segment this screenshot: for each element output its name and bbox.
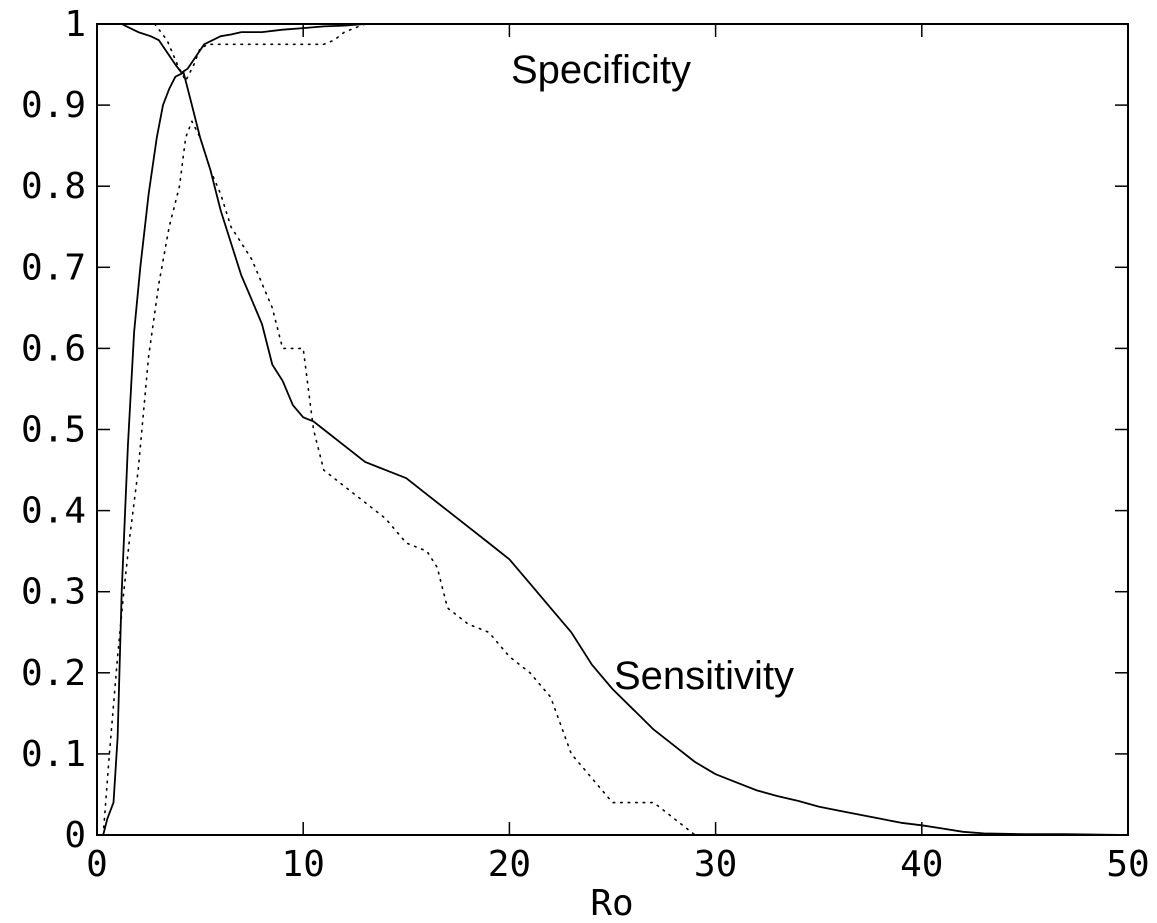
x-tick-label: 40 — [900, 844, 943, 885]
y-tick-label: 0.1 — [21, 734, 86, 775]
x-tick-label: 30 — [694, 844, 737, 885]
x-tick-label: 10 — [282, 844, 325, 885]
annotation-specificity: Specificity — [511, 48, 691, 92]
labels-layer: 0 10 20 30 40 50 0 0.1 0.2 0.3 0.4 0.5 0.6 0.7 0.8 0.9 1 — [21, 4, 1150, 885]
axis-ticks — [96, 23, 1129, 836]
series-layer — [102, 23, 1128, 836]
y-tick-label: 0.7 — [21, 247, 86, 288]
series-line-2-dotted — [102, 120, 696, 836]
plot-frame — [96, 23, 1129, 836]
y-tick-label: 0.9 — [21, 85, 86, 126]
y-tick-label: 1 — [64, 4, 86, 45]
y-tick-label: 0.2 — [21, 653, 86, 694]
y-tick-label: 0.4 — [21, 491, 86, 532]
y-tick-label: 0.3 — [21, 572, 86, 613]
annotation-sensitivity: Sensitivity — [614, 654, 794, 698]
x-tick-label: 0 — [86, 844, 108, 885]
y-tick-label: 0.6 — [21, 328, 86, 369]
y-tick-label: 0 — [64, 815, 86, 856]
x-tick-label: 20 — [488, 844, 531, 885]
series-line-0-solid — [102, 71, 1128, 836]
x-tick-label: 50 — [1106, 844, 1149, 885]
y-tick-label: 0.5 — [21, 410, 86, 451]
x-axis-label: Ro — [590, 883, 633, 923]
series-line-1-solid — [121, 23, 366, 74]
y-tick-label: 0.8 — [21, 166, 86, 207]
